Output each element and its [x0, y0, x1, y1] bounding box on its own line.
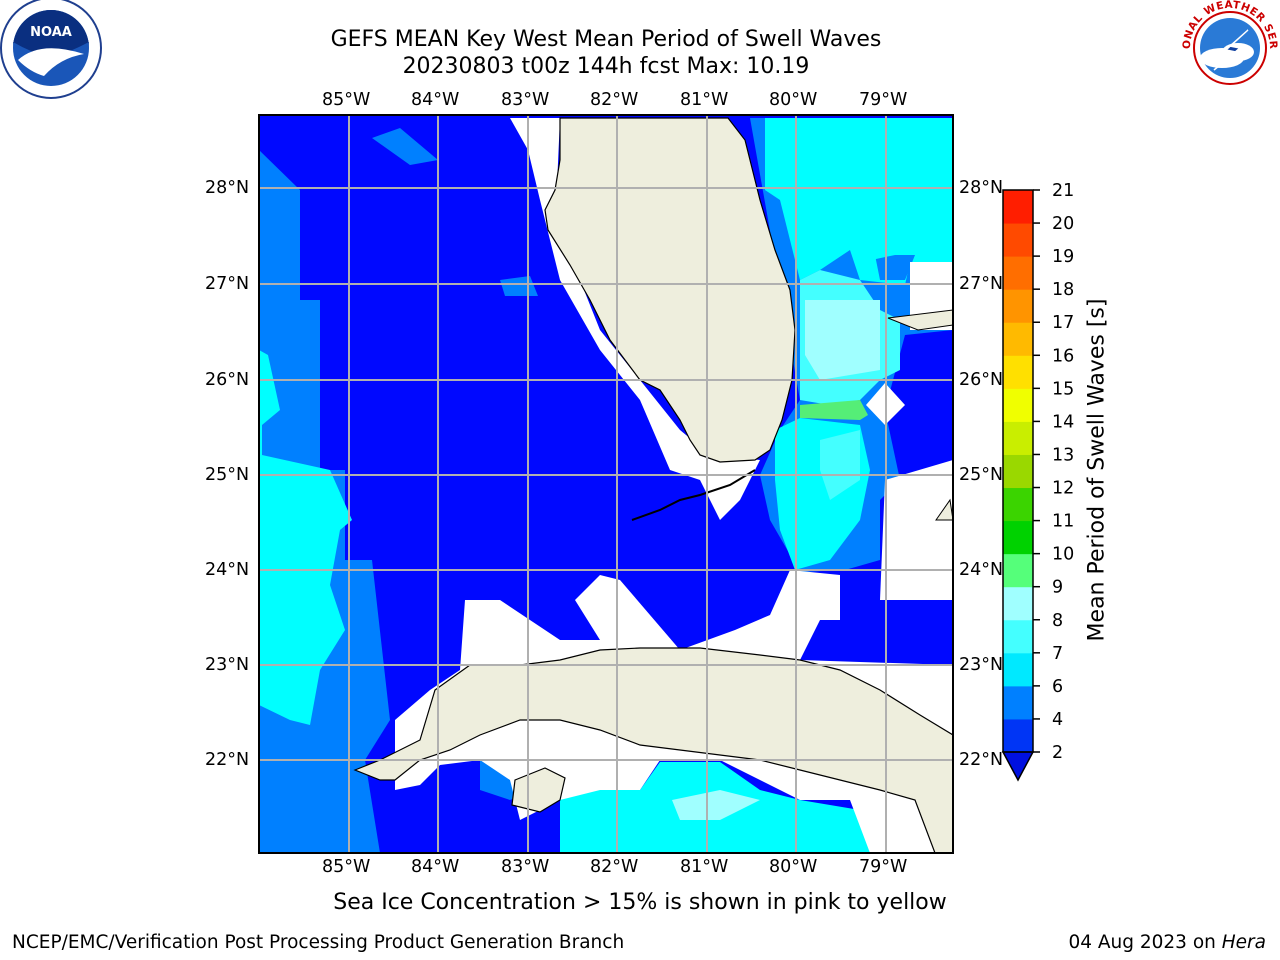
lon-label-bottom-81w: 81°W: [680, 857, 729, 877]
colorbar-tick-label: 14: [1052, 412, 1074, 432]
footer-date-text: 04 Aug 2023 on: [1068, 932, 1222, 953]
colorbar: 2 4 6 7 8 9 10 11 12 13 14 15 16 17 18 19 20 21: [1001, 181, 1074, 782]
lat-label-right-23n: 23°N: [959, 655, 1004, 675]
colorbar-segment: [1003, 553, 1033, 588]
lat-label-left-26n: 26°N: [205, 370, 250, 390]
colorbar-segment: [1003, 256, 1033, 290]
colorbar-segment: [1003, 322, 1033, 356]
lat-label-left-25n: 25°N: [205, 465, 250, 485]
colorbar-segment: [1003, 223, 1033, 257]
colorbar-tick-label: 10: [1052, 545, 1074, 565]
colorbar-tick-label: 19: [1052, 247, 1074, 267]
lat-label-right-27n: 27°N: [959, 274, 1004, 294]
colorbar-tick-label: 16: [1052, 346, 1074, 366]
florida-shelf-nodata: [510, 118, 760, 520]
north-gulf-blue-patch: [372, 128, 438, 165]
svg-text:NATIONAL WEATHER SERVICE: NATIONAL WEATHER SERVICE: [0, 0, 1279, 50]
lon-label-top-81w: 81°W: [680, 90, 729, 110]
lon-label-top-85w: 85°W: [322, 90, 371, 110]
graticule: [259, 115, 953, 853]
colorbar-segment: [1003, 190, 1033, 224]
lon-label-bottom-80w: 80°W: [769, 857, 818, 877]
lon-label-top-83w: 83°W: [501, 90, 550, 110]
lat-label-right-22n: 22°N: [959, 750, 1004, 770]
lon-label-top-79w: 79°W: [859, 90, 908, 110]
lat-label-left-24n: 24°N: [205, 560, 250, 580]
lon-label-bottom-79w: 79°W: [859, 857, 908, 877]
colorbar-tick-label: 13: [1052, 445, 1074, 465]
lon-label-top-82w: 82°W: [590, 90, 639, 110]
colorbar-segment: [1003, 619, 1033, 654]
noaa-logo-text: NOAA: [30, 25, 72, 40]
lat-label-left-28n: 28°N: [205, 178, 250, 198]
colorbar-tick-label: 17: [1052, 313, 1074, 333]
colorbar-segment: [1003, 421, 1033, 455]
colorbar-label: Mean Period of Swell Waves [s]: [1084, 298, 1110, 642]
lat-label-left-22n: 22°N: [205, 750, 250, 770]
colorbar-segment: [1003, 520, 1033, 555]
colorbar-segment: [1003, 685, 1033, 720]
lat-label-left-23n: 23°N: [205, 655, 250, 675]
atlantic-cyan-north: [765, 118, 953, 285]
lon-label-top-80w: 80°W: [769, 90, 818, 110]
colorbar-segment: [1003, 586, 1033, 621]
lat-label-right-28n: 28°N: [959, 178, 1004, 198]
cuba-landmass: [353, 647, 953, 853]
lon-label-bottom-84w: 84°W: [411, 857, 460, 877]
colorbar-segment: [1003, 355, 1033, 389]
colorbar-tick-label: 15: [1052, 379, 1074, 399]
colorbar-tick-label: 11: [1052, 512, 1074, 532]
atlantic-green-patch: [800, 400, 868, 420]
colorbar-tick-label: 9: [1052, 578, 1063, 598]
lon-label-bottom-82w: 82°W: [590, 857, 639, 877]
florida-landmass: [544, 117, 796, 463]
map-title: GEFS MEAN Key West Mean Period of Swell …: [330, 27, 882, 52]
colorbar-outline: [1002, 189, 1034, 753]
lat-label-left-27n: 27°N: [205, 274, 250, 294]
colorbar-tick-label: 12: [1052, 479, 1074, 499]
colorbar-tick-label: 7: [1052, 644, 1063, 664]
colorbar-segment: [1003, 652, 1033, 687]
footer-host: Hera: [1221, 932, 1266, 953]
map-panel: [259, 115, 953, 853]
map-subtitle: 20230803 t00z 144h fcst Max: 10.19: [402, 54, 810, 79]
colorbar-tick-label: 18: [1052, 280, 1074, 300]
atlantic-pale-cyan: [805, 300, 880, 380]
lat-label-right-25n: 25°N: [959, 465, 1004, 485]
colorbar-segment: [1003, 487, 1033, 522]
nws-logo-text: NATIONAL WEATHER SERVICE: [0, 0, 1279, 50]
florida-keys: [631, 469, 756, 521]
footer-date: 04 Aug 2023 on Hera: [1068, 932, 1266, 953]
colorbar-tick-label: 20: [1052, 214, 1074, 234]
colorbar-extend-arrow: [1001, 751, 1035, 782]
west-gulf-cyan: [259, 350, 352, 725]
nws-logo: NATIONAL WEATHER SERVICE: [0, 0, 1279, 96]
colorbar-tick-label: 6: [1052, 677, 1063, 697]
lat-label-right-24n: 24°N: [959, 560, 1004, 580]
colorbar-segment: [1003, 718, 1033, 753]
colorbar-segment: [1003, 289, 1033, 323]
lon-label-bottom-85w: 85°W: [322, 857, 371, 877]
colorbar-segment: [1003, 454, 1033, 489]
noaa-logo: NOAA: [0, 0, 102, 99]
lat-label-right-26n: 26°N: [959, 370, 1004, 390]
colorbar-tick-label: 2: [1052, 743, 1063, 763]
colorbar-tick-label: 21: [1052, 181, 1074, 201]
isla-juventud: [511, 767, 566, 813]
lon-label-bottom-83w: 83°W: [501, 857, 550, 877]
map-border: [258, 114, 954, 854]
colorbar-tick-label: 8: [1052, 611, 1063, 631]
sea-ice-footnote: Sea Ice Concentration > 15% is shown in …: [333, 890, 947, 915]
colorbar-segment: [1003, 388, 1033, 422]
lon-label-top-84w: 84°W: [411, 90, 460, 110]
colorbar-tick-label: 4: [1052, 710, 1063, 730]
footer-credit: NCEP/EMC/Verification Post Processing Pr…: [12, 932, 625, 953]
